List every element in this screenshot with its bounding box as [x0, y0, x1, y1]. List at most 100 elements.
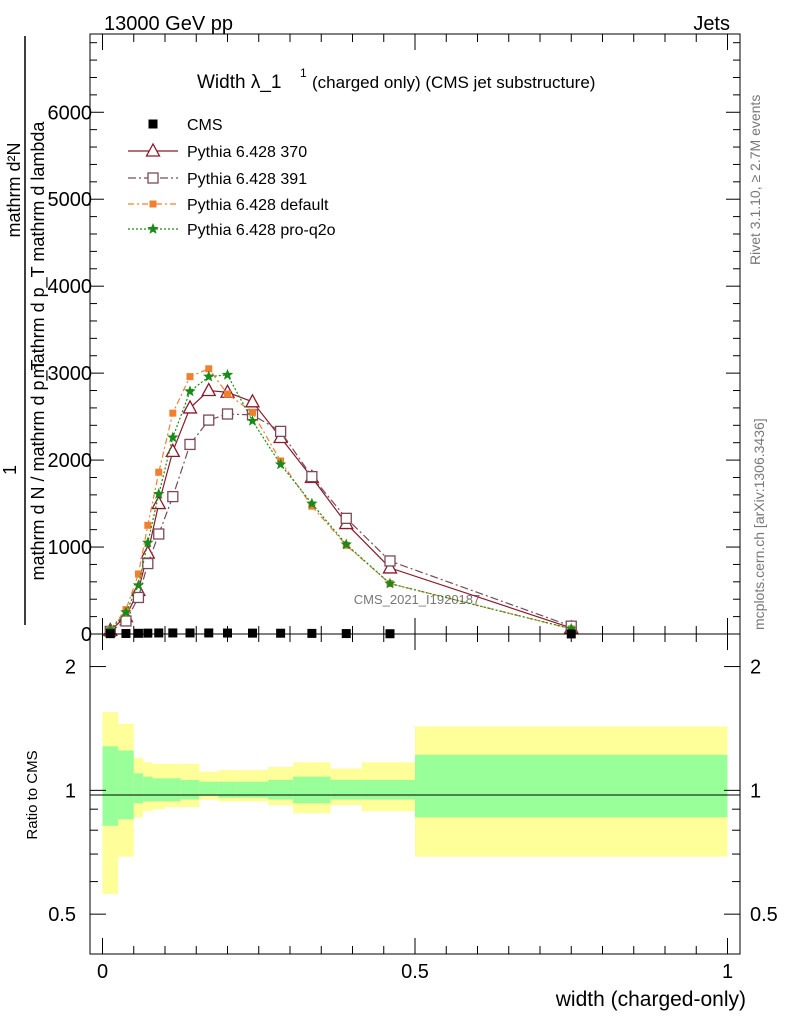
data-point	[120, 615, 132, 627]
main-y-ticks: 0 1000 2000 3000 4000 5000 6000	[48, 34, 740, 646]
legend-label: Pythia 6.428 370	[187, 144, 307, 161]
data-point	[204, 628, 214, 638]
data-point	[133, 628, 143, 638]
ratio-y-tick-label: 0.5	[48, 904, 76, 926]
band-inner	[118, 750, 134, 820]
band-inner	[236, 781, 269, 798]
data-point	[340, 512, 352, 524]
data-point	[306, 497, 318, 509]
y-tick-label: 2000	[48, 450, 93, 472]
band-inner	[102, 746, 119, 826]
legend-marker	[149, 200, 157, 208]
ylabel-top-line1: mathrm d²N	[4, 142, 24, 237]
band-inner	[293, 776, 331, 804]
rivet-label: Rivet 3.1.10, ≥ 2.7M events	[747, 95, 763, 265]
band-inner	[268, 779, 294, 800]
data-point	[307, 628, 317, 638]
legend: CMS Pythia 6.428 370 Pythia 6.428 391 Pythi…	[128, 117, 336, 239]
data-point	[142, 536, 154, 548]
ylabel-top-line2: mathrm d p_T mathrm d lambda	[28, 121, 49, 379]
y-tick-label: 1000	[48, 537, 93, 559]
band-inner	[361, 779, 415, 800]
data-point	[276, 628, 286, 638]
ratio-y-tick-label: 1	[65, 780, 76, 802]
data-point	[132, 579, 145, 591]
data-point	[185, 628, 195, 638]
title-rest: (charged only) (CMS jet substructure)	[312, 73, 595, 92]
series-cms	[105, 628, 576, 639]
series-line	[109, 374, 572, 631]
data-point	[384, 555, 396, 567]
data-point	[153, 488, 165, 499]
band-inner	[199, 781, 219, 796]
legend-label: Pythia 6.428 default	[187, 197, 329, 214]
data-point	[155, 468, 163, 476]
data-point	[132, 591, 145, 604]
data-point	[154, 628, 164, 638]
data-point	[121, 628, 131, 638]
data-point	[203, 370, 215, 382]
data-point	[167, 431, 179, 443]
y-tick-label: 6000	[48, 102, 93, 124]
data-point	[142, 557, 154, 570]
legend-marker	[147, 223, 159, 234]
data-point	[382, 559, 398, 574]
legend-marker	[148, 119, 158, 129]
y-tick-label: 3000	[48, 363, 93, 385]
ratio-ylabel: Ratio to CMS	[24, 750, 41, 839]
x-tick-label: 0	[97, 961, 108, 983]
y-tick-label: 4000	[48, 276, 93, 298]
data-point	[224, 390, 231, 398]
data-point	[134, 570, 142, 578]
header-left: 13000 GeV pp	[104, 13, 233, 35]
data-point	[221, 368, 234, 380]
data-point	[274, 458, 287, 470]
plot-title: Width λ_1 1 (charged only) (CMS jet subs…	[197, 66, 595, 93]
legend-label: Pythia 6.428 pro-q2o	[187, 222, 336, 239]
band-inner	[165, 778, 181, 802]
data-point	[565, 622, 577, 634]
series-line	[109, 389, 572, 631]
legend-marker	[147, 172, 159, 184]
data-point	[201, 382, 217, 397]
data-point	[249, 408, 256, 416]
title-main: Width λ_1	[197, 72, 281, 93]
data-point	[153, 528, 165, 540]
legend-marker	[145, 142, 161, 157]
data-point	[221, 408, 234, 420]
ylabel-bottom-line1: 1	[0, 465, 20, 475]
data-point	[182, 399, 198, 414]
header-right: Jets	[693, 13, 730, 35]
data-point	[308, 502, 316, 510]
ylabel-bottom-line2: mathrm d N / mathrm d p_T	[28, 359, 49, 580]
data-point	[104, 623, 117, 635]
data-point	[168, 628, 178, 638]
ratio-y-tick-label: 2	[65, 657, 76, 679]
data-point	[203, 414, 215, 426]
data-point	[184, 438, 196, 451]
ratio-y-tick-label-right: 1	[750, 780, 761, 802]
band-inner	[218, 781, 237, 798]
data-point	[165, 443, 181, 458]
data-point	[246, 414, 259, 426]
data-point	[143, 628, 153, 638]
ratio-y-tick-label-right: 0.5	[750, 904, 778, 926]
series-pythia-1	[102, 382, 579, 637]
data-point	[184, 385, 196, 397]
y-tick-label: 0	[81, 624, 92, 646]
x-tick-label: 1	[722, 961, 733, 983]
x-tick-label: 0.5	[401, 961, 429, 983]
ratio-y-tick-label-right: 2	[750, 657, 761, 679]
band-inner	[415, 754, 728, 818]
band-inner	[152, 778, 165, 802]
data-point	[223, 628, 232, 638]
xlabel: width (charged-only)	[555, 988, 746, 1011]
data-point	[144, 521, 152, 529]
data-point	[274, 425, 287, 438]
y-tick-label: 5000	[48, 189, 93, 211]
series-line	[109, 413, 572, 632]
band-inner	[133, 773, 144, 804]
title-superscript: 1	[300, 66, 307, 80]
series-pythia-4	[104, 368, 577, 635]
